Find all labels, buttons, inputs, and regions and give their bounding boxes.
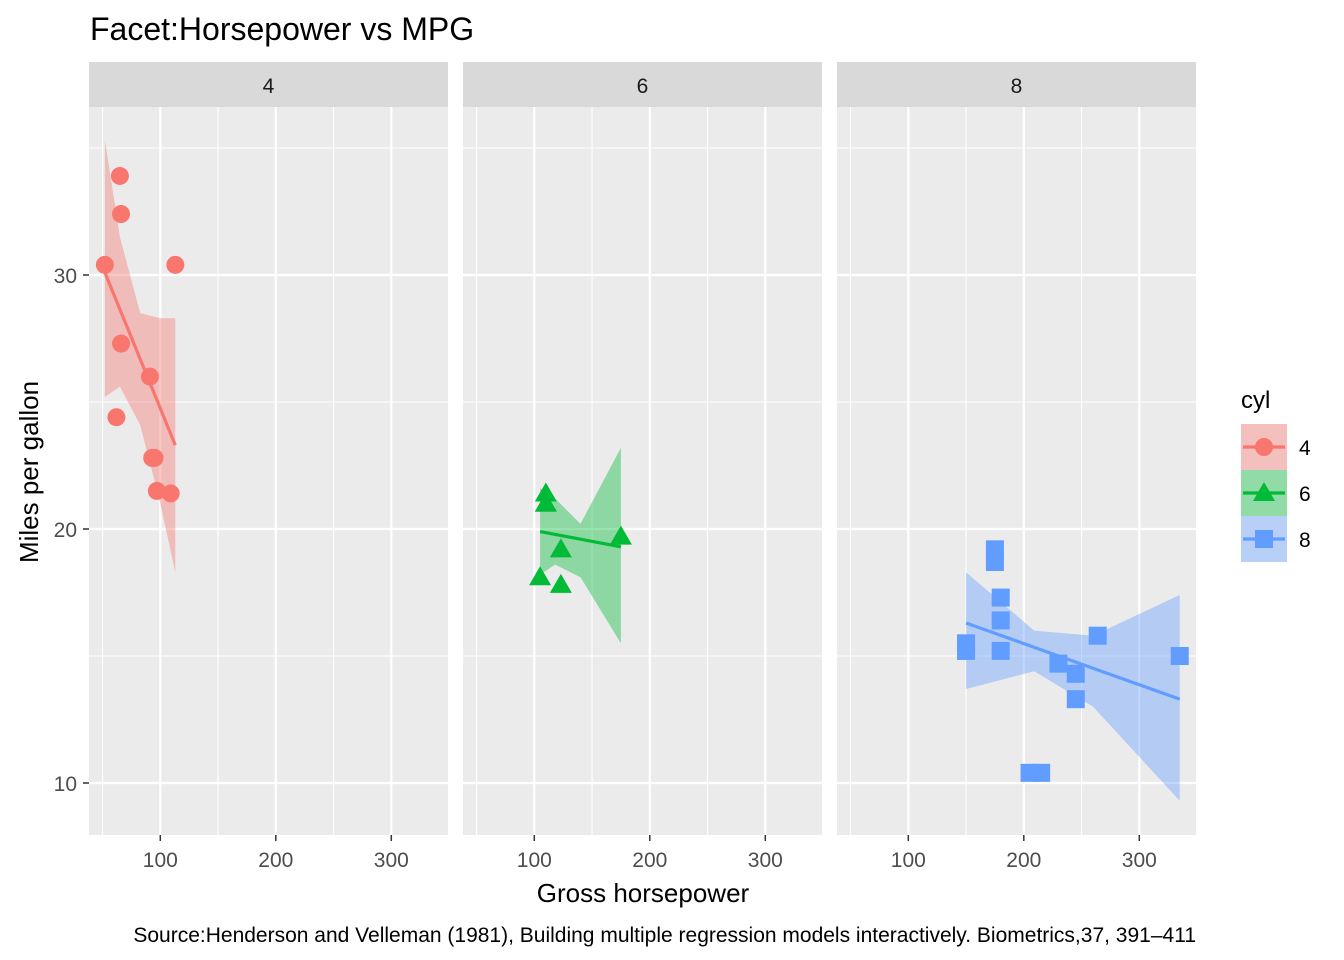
data-point <box>161 484 180 503</box>
facet-panel-8: 8 100 200 300 <box>837 62 1196 872</box>
legend-key-marker <box>1253 482 1275 501</box>
x-tick-label: 100 <box>143 849 178 872</box>
panel-grid <box>463 107 822 835</box>
x-tick-label: 100 <box>891 849 926 872</box>
x-tick-label: 100 <box>517 849 552 872</box>
y-tick-label: 10 <box>54 773 77 796</box>
data-point <box>1066 690 1085 709</box>
legend-label: 8 <box>1299 529 1311 552</box>
data-point <box>107 408 126 427</box>
legend-key-marker <box>1255 438 1273 456</box>
data-point <box>147 481 166 500</box>
regression-line <box>965 621 1181 701</box>
facet-strip-label: 4 <box>263 75 275 98</box>
legend-title: cyl <box>1241 387 1270 414</box>
chart-title: Facet:Horsepower vs MPG <box>90 11 474 47</box>
x-tick-label: 200 <box>258 849 293 872</box>
data-point <box>1170 647 1189 665</box>
data-point <box>1049 654 1068 673</box>
x-tick-label: 300 <box>1122 849 1157 872</box>
x-tick-label: 300 <box>748 849 783 872</box>
confidence-band <box>966 572 1180 801</box>
panel-content <box>95 140 185 573</box>
regression-line <box>539 529 622 549</box>
data-point <box>985 540 1004 559</box>
data-point <box>95 255 114 274</box>
panel-grid <box>837 107 1196 835</box>
panel-content <box>529 447 632 644</box>
facet-strip-label: 6 <box>637 75 649 98</box>
panel-grid <box>89 107 448 835</box>
data-point <box>534 482 557 502</box>
data-point <box>991 641 1010 660</box>
facet-strip <box>89 62 448 107</box>
data-point <box>991 611 1010 630</box>
legend-label: 6 <box>1299 483 1311 506</box>
y-tick-label: 30 <box>54 265 77 288</box>
data-point <box>140 367 159 386</box>
regression-line <box>103 271 177 446</box>
panel-background <box>463 107 822 835</box>
data-point <box>549 538 572 558</box>
x-tick-label: 300 <box>374 849 409 872</box>
data-point <box>957 641 976 660</box>
x-axis-label: Gross horsepower <box>537 878 750 908</box>
panel-background <box>89 107 448 835</box>
legend: cyl 4 6 8 <box>1241 387 1311 562</box>
facet-strip <box>463 62 822 107</box>
data-point <box>1066 664 1085 683</box>
data-point <box>112 205 131 224</box>
data-point <box>534 492 557 512</box>
legend-key-marker <box>1255 530 1273 548</box>
legend-item-8: 8 <box>1241 516 1311 562</box>
data-point <box>549 573 572 593</box>
panel-background <box>837 107 1196 835</box>
confidence-band <box>540 447 621 644</box>
data-point <box>609 525 632 545</box>
data-point <box>166 255 185 274</box>
data-point <box>112 334 131 353</box>
x-tick-label: 200 <box>1006 849 1041 872</box>
data-point <box>1032 763 1051 782</box>
y-axis-label: Miles per gallon <box>14 381 44 563</box>
data-point <box>145 448 164 467</box>
legend-item-4: 4 <box>1241 424 1311 470</box>
facet-panel-4: 4 100 200 300 <box>89 62 448 872</box>
panel-content <box>957 540 1189 801</box>
chart-caption: Source:Henderson and Velleman (1981), Bu… <box>133 924 1196 947</box>
facet-panels: 4 100 200 300 6 100 200 300 8 100 200 300 <box>89 62 1196 872</box>
y-axis: 10 20 30 <box>54 265 89 796</box>
legend-item-6: 6 <box>1241 470 1311 516</box>
x-tick-label: 200 <box>632 849 667 872</box>
data-point <box>529 566 552 586</box>
legend-label: 4 <box>1299 437 1311 460</box>
facet-panel-6: 6 100 200 300 <box>463 62 822 872</box>
facet-strip <box>837 62 1196 107</box>
y-tick-label: 20 <box>54 519 77 542</box>
data-point <box>110 166 129 185</box>
data-point <box>991 588 1010 607</box>
facet-strip-label: 8 <box>1011 75 1023 98</box>
data-point <box>1088 626 1107 645</box>
